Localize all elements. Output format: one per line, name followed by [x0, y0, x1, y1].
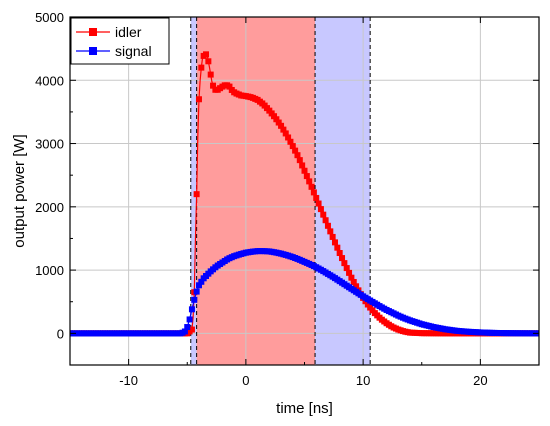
point-idler — [331, 239, 338, 246]
point-idler — [193, 191, 200, 198]
point-idler — [353, 283, 360, 290]
point-idler — [350, 278, 357, 285]
shaded-region-0 — [190, 17, 197, 365]
point-idler — [292, 147, 299, 154]
point-idler — [210, 82, 217, 89]
y-tick-label: 3000 — [35, 137, 64, 152]
point-idler — [280, 126, 287, 133]
x-tick-label: 20 — [473, 373, 487, 388]
y-tick-label: 2000 — [35, 200, 64, 215]
y-tick-label: 1000 — [35, 263, 64, 278]
y-tick-label: 4000 — [35, 73, 64, 88]
point-idler — [195, 96, 202, 103]
point-idler — [320, 211, 327, 218]
point-idler — [343, 265, 350, 272]
x-axis-label: time [ns] — [276, 400, 333, 417]
point-idler — [348, 274, 355, 281]
point-idler — [271, 113, 278, 120]
point-idler — [303, 173, 310, 180]
point-idler — [341, 260, 348, 267]
point-signal — [195, 282, 202, 289]
point-idler — [313, 194, 320, 201]
point-signal — [191, 296, 198, 303]
point-idler — [364, 301, 371, 308]
point-idler — [334, 244, 341, 251]
point-idler — [310, 189, 317, 196]
point-signal — [193, 288, 200, 295]
y-axis-label: output power [W] — [11, 134, 28, 247]
point-idler — [315, 200, 322, 207]
point-idler — [226, 83, 233, 90]
point-idler — [329, 233, 336, 240]
y-tick-label: 0 — [57, 326, 64, 341]
point-idler — [285, 134, 292, 141]
point-idler — [308, 183, 315, 190]
point-signal — [186, 316, 193, 323]
point-idler — [205, 58, 212, 65]
point-idler — [282, 130, 289, 137]
point-idler — [327, 228, 334, 235]
axis-ticks: -10 0 10 20 0 1000 2000 3000 4000 5000 — [35, 10, 540, 388]
point-idler — [203, 51, 210, 58]
legend-idler-marker — [89, 28, 97, 36]
legend-signal-label: signal — [115, 43, 152, 59]
point-idler — [346, 269, 353, 276]
point-idler — [296, 157, 303, 164]
point-idler — [294, 152, 301, 159]
point-idler — [278, 122, 285, 129]
point-idler — [289, 143, 296, 150]
point-idler — [301, 167, 308, 174]
point-idler — [198, 64, 205, 71]
point-signal — [198, 278, 205, 285]
point-idler — [339, 255, 346, 262]
x-tick-label: 10 — [356, 373, 370, 388]
legend: idler signal — [70, 17, 170, 65]
x-tick-label: -10 — [119, 373, 138, 388]
shaded-region-1 — [196, 17, 316, 365]
point-idler — [336, 250, 343, 257]
point-idler — [299, 162, 306, 169]
point-idler — [188, 326, 195, 333]
shaded-region-2 — [315, 17, 371, 365]
point-signal — [188, 306, 195, 313]
legend-box — [70, 17, 170, 65]
x-tick-label: 0 — [242, 373, 249, 388]
point-idler — [317, 206, 324, 213]
point-signal — [184, 324, 191, 331]
shaded-regions — [190, 17, 371, 365]
point-idler — [207, 71, 214, 78]
legend-idler-label: idler — [115, 24, 142, 40]
legend-signal-marker — [89, 47, 97, 55]
y-tick-label: 5000 — [35, 10, 64, 25]
point-idler — [287, 138, 294, 145]
point-signal — [181, 328, 188, 335]
point-idler — [324, 222, 331, 229]
point-idler — [273, 116, 280, 123]
point-idler — [306, 178, 313, 185]
point-idler — [275, 119, 282, 126]
point-idler — [322, 217, 329, 224]
